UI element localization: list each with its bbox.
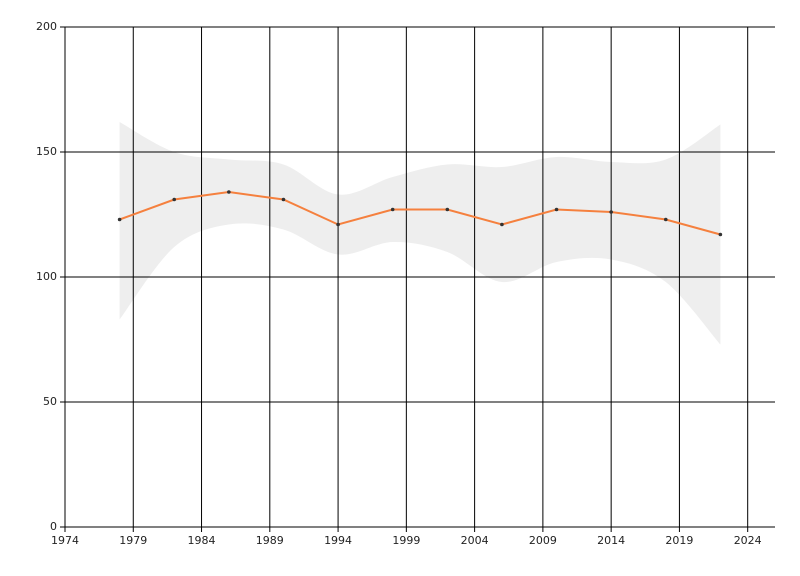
point	[609, 210, 613, 214]
x-tick-label: 1979	[119, 534, 147, 547]
x-tick-label: 2024	[734, 534, 762, 547]
y-tick-label: 150	[36, 145, 57, 158]
point	[336, 222, 340, 227]
x-tick-label: 2019	[665, 534, 693, 547]
x-tick-label: 1974	[51, 534, 79, 547]
x-tick-label: 1994	[324, 534, 352, 547]
confidence-band	[119, 122, 721, 345]
x-tick-label: 1989	[256, 534, 284, 547]
line	[119, 190, 721, 236]
point	[390, 207, 395, 212]
x-tick-label: 2004	[461, 534, 489, 547]
point	[718, 232, 723, 237]
y-tick-label: 100	[36, 270, 57, 283]
x-tick-label: 2009	[529, 534, 557, 547]
x-tick-label: 1984	[188, 534, 216, 547]
point	[117, 217, 122, 222]
y-tick-label: 50	[43, 395, 57, 408]
point	[227, 190, 231, 194]
x-tick-label: 1999	[392, 534, 420, 547]
y-tick-label: 200	[36, 20, 57, 33]
point	[663, 217, 668, 222]
point	[172, 197, 177, 202]
point	[554, 207, 559, 212]
point	[445, 207, 450, 212]
point	[500, 222, 504, 227]
x-tick-label: 2014	[597, 534, 625, 547]
y-tick-label: 0	[50, 520, 57, 533]
point	[281, 197, 286, 202]
